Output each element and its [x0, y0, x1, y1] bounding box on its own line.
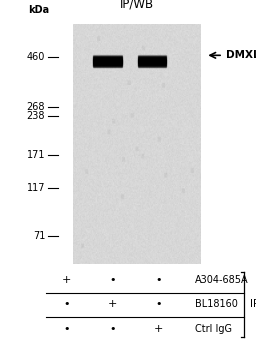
- Bar: [138, 57, 166, 58]
- Text: •: •: [109, 275, 116, 285]
- Bar: [93, 63, 122, 64]
- Text: 171: 171: [27, 150, 45, 160]
- Bar: [138, 60, 166, 61]
- Text: •: •: [155, 275, 162, 285]
- Text: 238: 238: [27, 111, 45, 121]
- Text: 117: 117: [27, 184, 45, 194]
- Bar: [138, 56, 166, 57]
- Bar: [93, 62, 122, 63]
- Bar: [93, 59, 122, 60]
- Bar: [138, 66, 166, 67]
- Bar: [138, 63, 166, 64]
- Text: +: +: [154, 324, 163, 334]
- Bar: [138, 65, 166, 66]
- Bar: [93, 64, 122, 65]
- Bar: [93, 66, 122, 67]
- Bar: [93, 60, 122, 61]
- Bar: [93, 56, 122, 57]
- Text: A304-685A: A304-685A: [195, 275, 248, 285]
- Text: 71: 71: [33, 231, 45, 241]
- Bar: [138, 59, 166, 60]
- Text: •: •: [109, 324, 116, 334]
- Bar: [93, 57, 122, 58]
- Bar: [138, 64, 166, 65]
- Bar: [93, 58, 122, 59]
- Bar: [138, 61, 166, 62]
- Text: 268: 268: [27, 102, 45, 112]
- Bar: [93, 61, 122, 62]
- Text: IP: IP: [250, 299, 256, 309]
- Text: •: •: [63, 299, 70, 309]
- Bar: [93, 55, 122, 56]
- Bar: [138, 55, 166, 56]
- Text: 460: 460: [27, 51, 45, 61]
- Bar: [93, 65, 122, 66]
- Text: kDa: kDa: [28, 4, 50, 14]
- Text: DMXL1: DMXL1: [226, 50, 256, 60]
- Bar: [138, 58, 166, 59]
- Text: BL18160: BL18160: [195, 299, 237, 309]
- Text: IP/WB: IP/WB: [120, 0, 154, 11]
- Bar: [138, 62, 166, 63]
- Text: •: •: [63, 324, 70, 334]
- Text: +: +: [62, 275, 71, 285]
- Text: +: +: [108, 299, 117, 309]
- Text: Ctrl IgG: Ctrl IgG: [195, 324, 232, 334]
- Text: •: •: [155, 299, 162, 309]
